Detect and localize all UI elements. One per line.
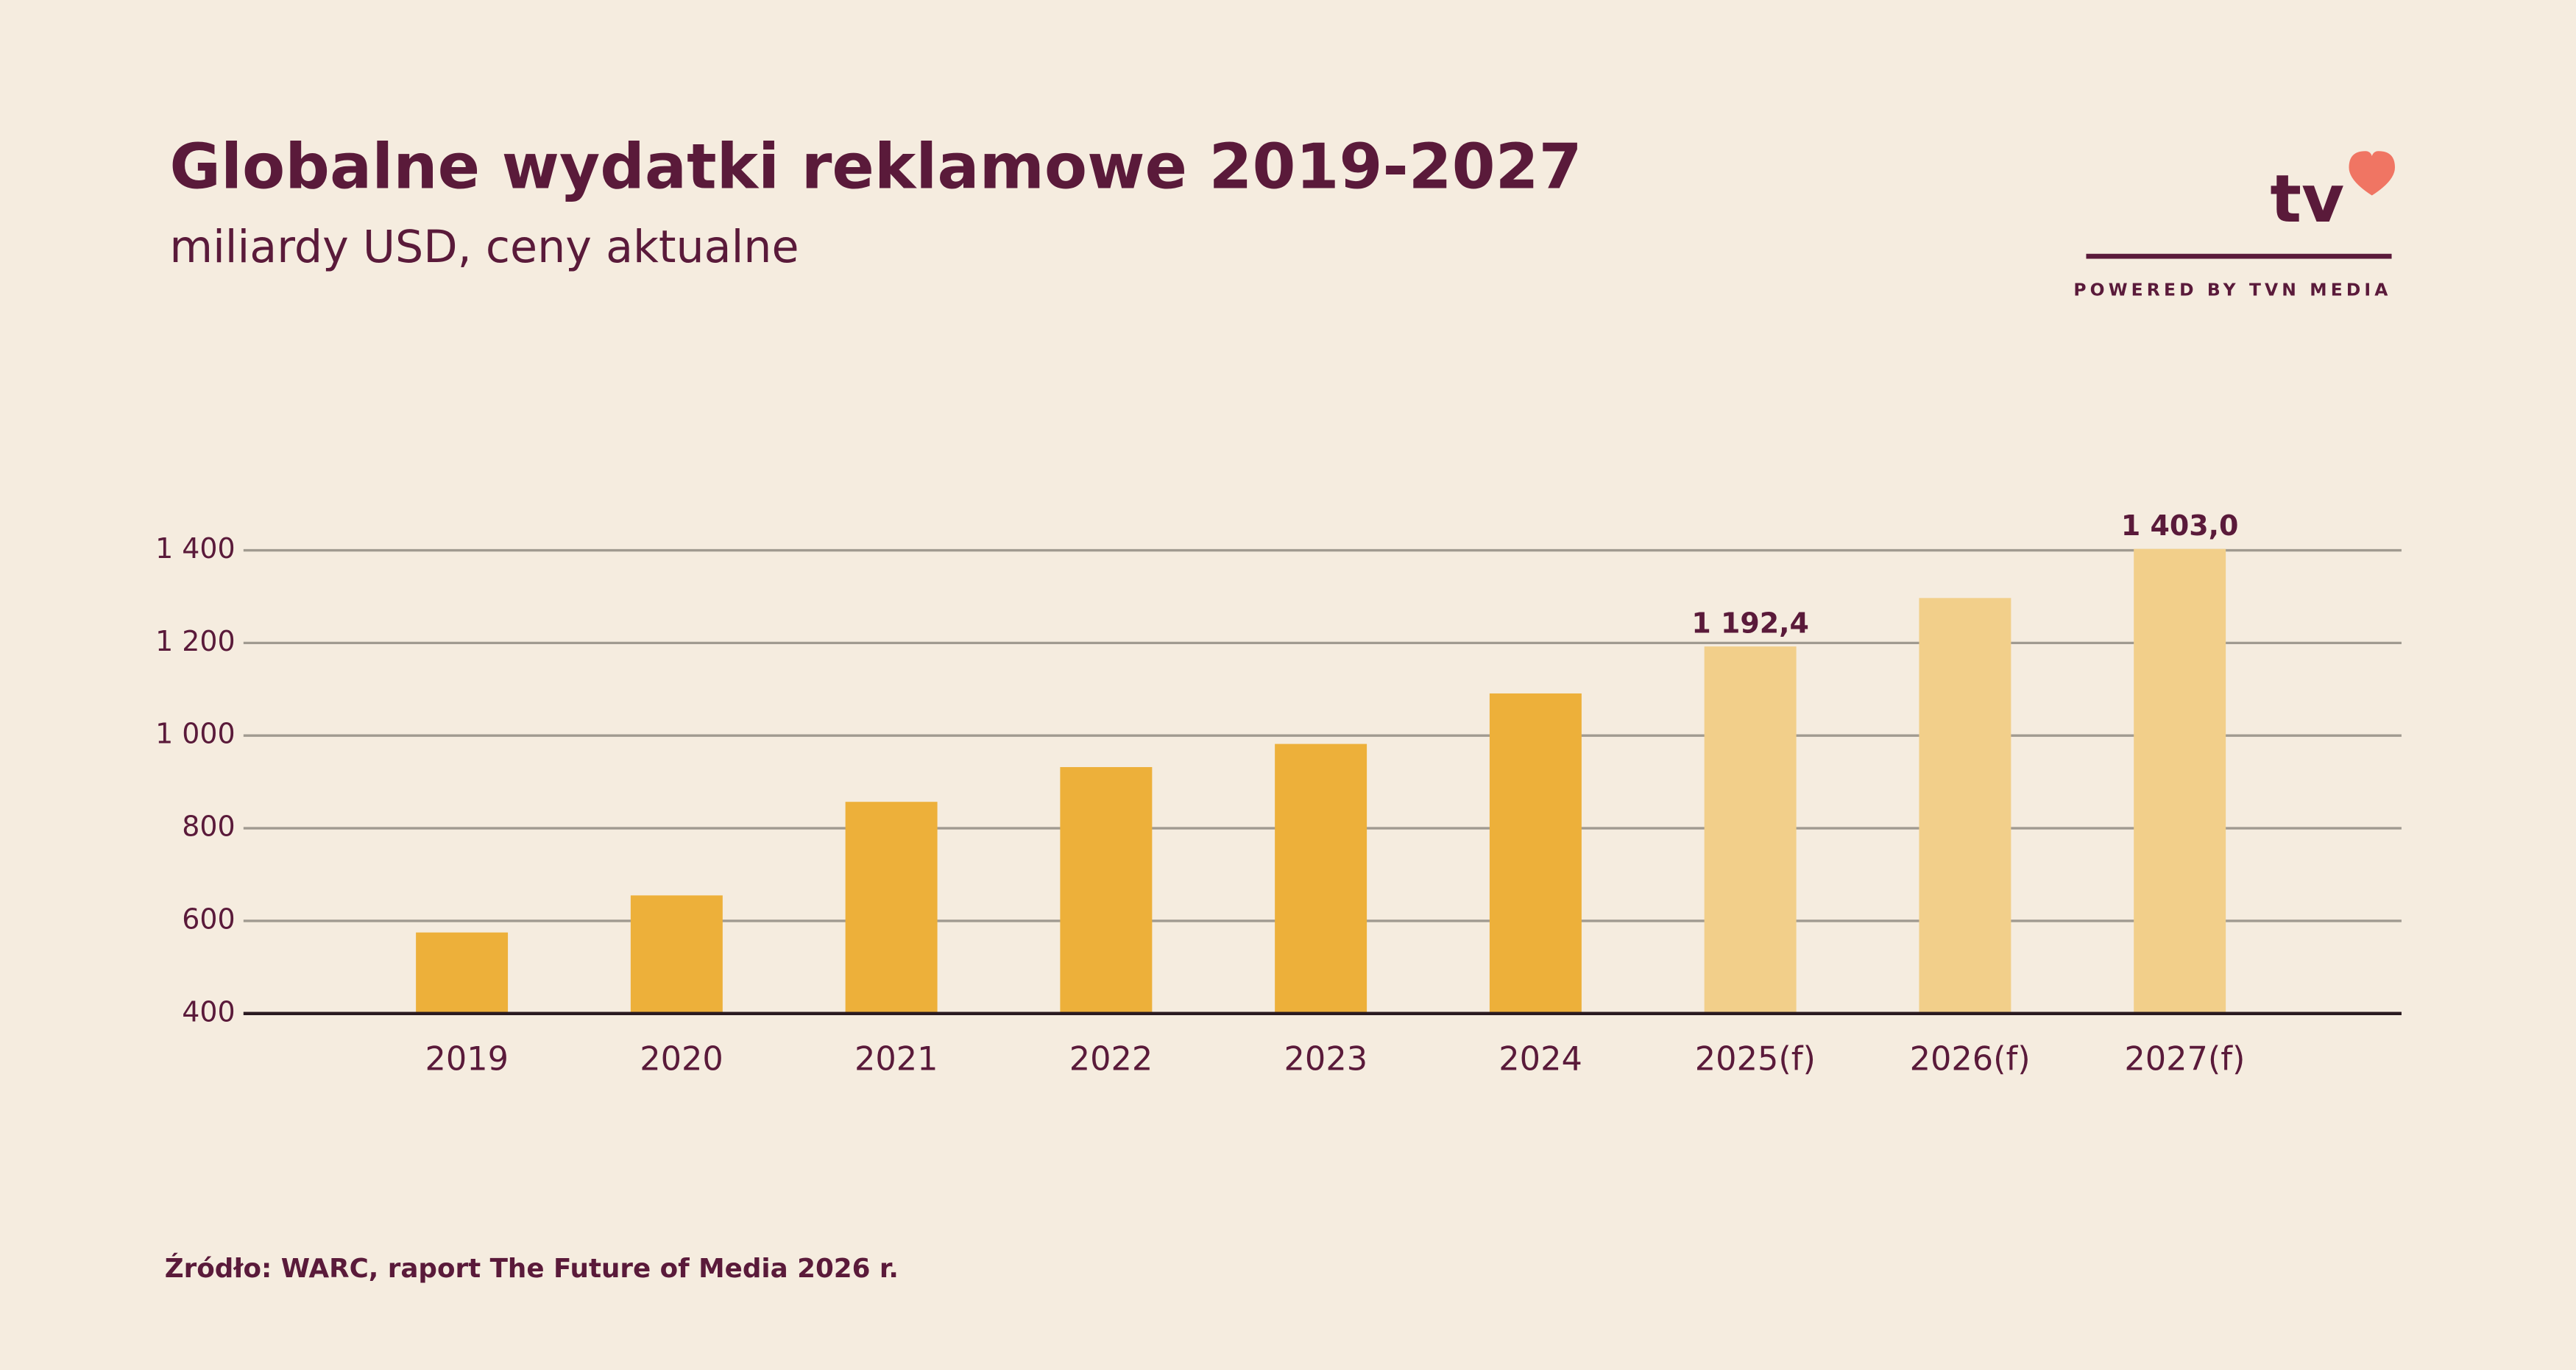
value-label: 1 403,0	[2121, 509, 2239, 542]
logo-text: tv	[2270, 161, 2344, 238]
x-tick-label: 2020	[640, 1039, 723, 1078]
bar	[1704, 646, 1797, 1014]
logo-heart	[2349, 151, 2395, 196]
x-tick-label: 2021	[854, 1039, 938, 1078]
value-label: 1 192,4	[1691, 607, 1809, 640]
x-tick-label: 2026(f)	[1910, 1039, 2031, 1078]
x-tick-label: 2023	[1284, 1039, 1368, 1078]
bar	[1489, 693, 1582, 1014]
y-tick-label: 1 200	[155, 625, 236, 657]
y-tick-label: 1 000	[155, 718, 236, 750]
y-tick-label: 1 400	[155, 532, 236, 565]
bar	[1275, 744, 1367, 1014]
y-tick-label: 800	[182, 811, 235, 843]
logo-tagline: POWERED BY TVN MEDIA	[2073, 279, 2391, 300]
x-tick-label: 2024	[1498, 1039, 1582, 1078]
source-note: Źródło: WARC, raport The Future of Media…	[165, 1253, 899, 1284]
chart-title: Globalne wydatki reklamowe 2019-2027	[169, 130, 1582, 203]
x-tick-label: 2022	[1069, 1039, 1153, 1078]
bar	[416, 932, 509, 1014]
bar	[630, 895, 723, 1014]
x-tick-label: 2027(f)	[2124, 1039, 2245, 1078]
bar	[1060, 767, 1153, 1014]
x-tick-label: 2019	[425, 1039, 509, 1078]
bar	[1919, 598, 2011, 1014]
y-tick-label: 400	[182, 995, 235, 1028]
chart-subtitle: miliardy USD, ceny aktualne	[169, 222, 799, 273]
y-tick-label: 600	[182, 903, 235, 935]
bar	[2134, 548, 2226, 1014]
x-tick-label: 2025(f)	[1695, 1039, 1816, 1078]
bar	[845, 802, 938, 1014]
